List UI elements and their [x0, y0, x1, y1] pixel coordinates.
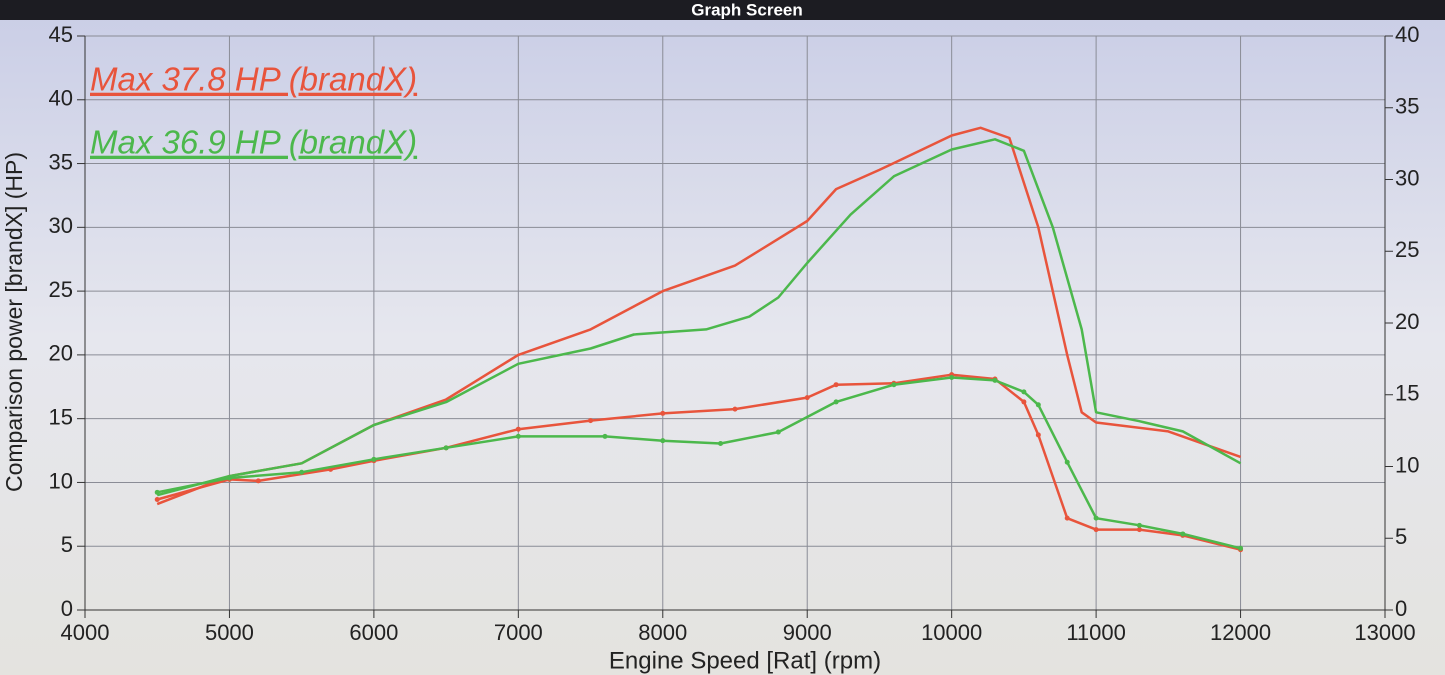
data-point — [154, 497, 160, 503]
data-point — [718, 441, 724, 447]
y2-tick-label: 15 — [1395, 381, 1419, 406]
data-point — [226, 475, 232, 481]
data-point — [1093, 515, 1099, 521]
x-tick-label: 13000 — [1354, 620, 1415, 645]
data-point — [1021, 399, 1027, 405]
data-point — [833, 382, 839, 388]
data-point — [775, 429, 781, 435]
x-tick-label: 5000 — [205, 620, 254, 645]
data-point — [1180, 531, 1186, 537]
data-point — [515, 433, 521, 439]
y2-tick-label: 35 — [1395, 94, 1419, 119]
data-point — [371, 456, 377, 462]
data-line — [156, 138, 1242, 497]
data-point — [515, 426, 521, 432]
data-point — [1064, 459, 1070, 465]
x-axis-label: Engine Speed [Rat] (rpm) — [609, 647, 881, 674]
data-point — [660, 438, 666, 444]
y-axis-label: Comparison power [brandX] (HP) — [1, 152, 27, 492]
data-point — [1136, 527, 1142, 533]
x-tick-label: 12000 — [1210, 620, 1271, 645]
data-point — [1093, 527, 1099, 533]
data-point — [891, 382, 897, 388]
data-point — [1021, 389, 1027, 395]
title-bar — [0, 0, 1445, 20]
x-tick-label: 11000 — [1066, 620, 1126, 645]
y-tick-label: 30 — [49, 213, 73, 238]
x-tick-label: 7000 — [494, 620, 543, 645]
y2-tick-label: 25 — [1395, 237, 1419, 262]
y-tick-label: 0 — [61, 596, 73, 621]
data-point — [1136, 522, 1142, 528]
data-point — [732, 406, 738, 412]
y-tick-label: 45 — [49, 22, 73, 47]
data-point — [1035, 432, 1041, 438]
data-point — [443, 445, 449, 451]
y-tick-label: 25 — [49, 277, 73, 302]
data-point — [255, 478, 261, 484]
legend-label: Max 37.8 HP (brandX) — [90, 61, 417, 98]
y2-tick-label: 0 — [1395, 596, 1407, 621]
data-point — [588, 418, 594, 424]
data-point — [1064, 515, 1070, 521]
data-point — [299, 469, 305, 475]
data-point — [949, 375, 955, 381]
legend-label: Max 36.9 HP (brandX) — [90, 124, 417, 161]
data-point — [1238, 545, 1244, 551]
y-tick-label: 35 — [49, 149, 73, 174]
data-point — [660, 410, 666, 416]
x-tick-label: 6000 — [349, 620, 398, 645]
y-tick-label: 40 — [49, 86, 73, 111]
y2-tick-label: 30 — [1395, 165, 1419, 190]
y-tick-label: 20 — [49, 341, 73, 366]
data-point — [602, 433, 608, 439]
x-tick-label: 4000 — [61, 620, 110, 645]
y-tick-label: 15 — [49, 404, 73, 429]
y2-tick-label: 5 — [1395, 524, 1407, 549]
data-point — [154, 489, 160, 495]
data-point — [833, 399, 839, 405]
y-tick-label: 10 — [49, 468, 73, 493]
window-title: Graph Screen — [691, 0, 803, 19]
y2-tick-label: 10 — [1395, 452, 1419, 477]
data-point — [804, 395, 810, 401]
y2-tick-label: 20 — [1395, 309, 1419, 334]
data-point — [992, 377, 998, 383]
x-tick-label: 9000 — [783, 620, 832, 645]
data-line — [156, 373, 1241, 551]
x-tick-label: 8000 — [638, 620, 687, 645]
y2-tick-label: 40 — [1395, 22, 1419, 47]
x-tick-label: 10000 — [921, 620, 982, 645]
data-point — [1035, 402, 1041, 408]
y-tick-label: 5 — [61, 532, 73, 557]
